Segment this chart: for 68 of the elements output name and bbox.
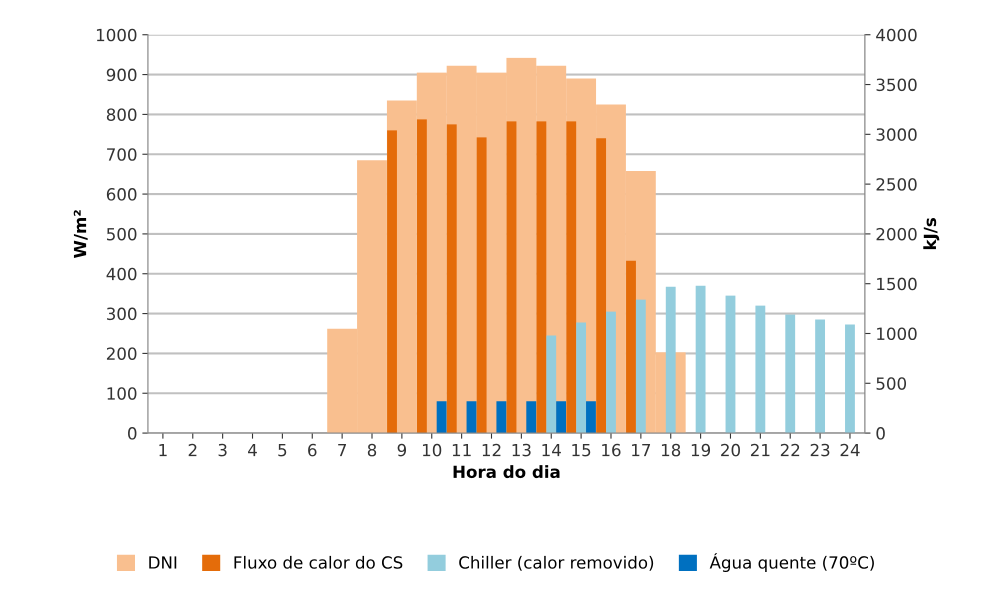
legend-label: DNI	[149, 556, 176, 569]
y2-tick-label: 1000	[877, 327, 917, 340]
y2-tick-label: 500	[876, 377, 906, 390]
x-tick-label: 22	[780, 444, 800, 456]
x-tick-label: 18	[662, 444, 680, 456]
x-tick-label: 3	[218, 444, 227, 456]
y-tick-label: 900	[106, 68, 136, 82]
x-tick-label: 6	[308, 444, 317, 456]
bar	[496, 401, 506, 434]
x-tick-label: 9	[398, 444, 406, 456]
y2-tick-label: 1500	[877, 278, 917, 290]
y-tick-label: 200	[106, 347, 136, 360]
x-tick-label: 23	[810, 444, 830, 456]
x-tick-label: 17	[632, 444, 650, 456]
bar	[755, 306, 766, 434]
x-tick-label: 16	[602, 444, 621, 456]
x-tick-label: 10	[422, 444, 442, 456]
y2-tick-label: 4000	[876, 28, 917, 42]
x-tick-label: 20	[721, 444, 740, 456]
x-tick-label: 2	[188, 444, 196, 456]
y-tick-label: 600	[106, 188, 136, 201]
y2-tick-label: 0	[876, 427, 885, 440]
x-tick-label: 24	[840, 444, 860, 456]
legend-label: Chiller (calor removido)	[459, 556, 654, 571]
y2-tick-label: 3000	[876, 128, 917, 141]
x-tick-label: 12	[482, 444, 500, 456]
bar	[606, 312, 616, 434]
y-tick-label: 700	[107, 148, 136, 161]
legend-label: Água quente (70ºC)	[710, 553, 874, 572]
bar	[436, 401, 447, 434]
y-axis-title: W/m²	[74, 210, 88, 258]
bar	[586, 401, 596, 434]
x-tick-label: 11	[452, 444, 471, 456]
y2-tick-label: 3500	[876, 78, 917, 92]
y-tick-label: 100	[108, 387, 136, 400]
x-tick-label: 21	[750, 444, 770, 456]
bar	[636, 300, 646, 434]
x-tick-label: 1	[159, 444, 167, 456]
x-tick-label: 8	[368, 444, 376, 456]
x-tick-label: 14	[542, 444, 561, 456]
y2-axis-title: kJ/s	[923, 218, 940, 250]
x-tick-label: 7	[338, 444, 346, 456]
bar	[696, 286, 706, 434]
y-tick-label: 300	[107, 308, 136, 320]
x-tick-label: 13	[512, 444, 531, 456]
bar	[526, 401, 536, 434]
x-tick-label: 15	[572, 444, 590, 456]
y-tick-label: 500	[107, 228, 136, 240]
y2-tick-label: 2500	[876, 178, 917, 191]
y-tick-label: 800	[106, 108, 136, 121]
bar	[576, 322, 586, 434]
y-tick-label: 400	[106, 268, 136, 280]
bar	[815, 320, 826, 434]
y-tick-label: 0	[128, 427, 136, 440]
bar	[556, 401, 566, 434]
y-tick-label: 1000	[96, 28, 136, 42]
bar	[626, 260, 636, 434]
bar	[726, 296, 736, 434]
bar	[845, 324, 855, 434]
y2-tick-label: 2000	[876, 228, 917, 240]
x-tick-label: 19	[692, 444, 710, 456]
bar	[546, 335, 556, 434]
x-tick-label: 4	[248, 444, 257, 456]
bar	[785, 314, 796, 434]
x-tick-label: 5	[278, 444, 286, 456]
bar	[466, 401, 476, 434]
x-axis-title: Hora do dia	[454, 465, 560, 478]
legend-label: Fluxo de calor do CS	[234, 556, 402, 569]
